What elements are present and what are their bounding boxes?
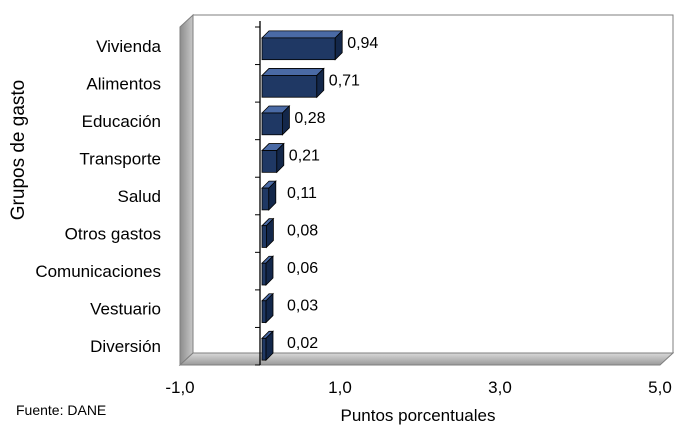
bar-end xyxy=(265,255,274,286)
category-label: Otros gastos xyxy=(65,225,161,244)
bar-end xyxy=(276,142,285,174)
y-axis-title: Grupos de gasto xyxy=(8,80,29,220)
value-labels: 0,94 0,71 0,28 0,21 0,11 0,08 0,06 0,03 0,02 xyxy=(287,35,378,352)
value-label: 0,11 xyxy=(287,185,317,202)
category-label: Vestuario xyxy=(90,300,161,319)
bar xyxy=(261,330,274,362)
bar xyxy=(261,292,274,324)
bar xyxy=(261,67,325,99)
floor xyxy=(178,352,674,366)
bar-front xyxy=(261,37,336,61)
bar-front xyxy=(261,150,278,173)
bar-end xyxy=(265,330,274,362)
x-tick-label: 5,0 xyxy=(648,378,672,397)
bar-front xyxy=(261,112,283,136)
bar-front xyxy=(261,225,267,248)
value-label: 0,03 xyxy=(287,298,318,315)
bar xyxy=(261,142,285,174)
bars xyxy=(261,29,344,362)
bar-end xyxy=(265,217,274,249)
bar-front xyxy=(261,337,267,361)
bar-top xyxy=(261,68,325,76)
category-label: Comunicaciones xyxy=(35,262,161,281)
bar-front xyxy=(261,187,270,211)
plot-area xyxy=(178,13,674,367)
value-label: 0,21 xyxy=(289,147,320,164)
category-label: Educación xyxy=(82,112,161,131)
bar-end xyxy=(334,29,343,61)
x-tick-label: 1,0 xyxy=(328,378,352,397)
category-labels: Vivienda Alimentos Educación Transporte Salu… xyxy=(35,37,161,356)
value-label: 0,94 xyxy=(347,35,378,52)
bar-end xyxy=(316,67,325,99)
bar-front xyxy=(261,262,267,286)
bar xyxy=(261,29,344,61)
value-label: 0,02 xyxy=(287,335,318,352)
bar-end xyxy=(268,180,277,211)
category-label: Alimentos xyxy=(86,74,161,93)
x-tick-label: 3,0 xyxy=(488,378,512,397)
side-wall xyxy=(179,13,194,367)
bar-end xyxy=(281,105,290,136)
x-tick-labels: -1,0 1,0 3,0 5,0 xyxy=(165,378,671,397)
bar-top xyxy=(261,30,344,39)
bar xyxy=(261,217,275,249)
value-label: 0,08 xyxy=(287,223,318,240)
bar-front xyxy=(261,75,318,98)
x-axis-title: Puntos porcentuales xyxy=(341,406,496,425)
source-note: Fuente: DANE xyxy=(16,402,106,418)
category-label: Transporte xyxy=(79,149,161,168)
value-label: 0,71 xyxy=(329,72,360,89)
bar xyxy=(261,105,291,136)
category-label: Vivienda xyxy=(96,37,161,56)
category-label: Diversión xyxy=(90,337,161,356)
value-label: 0,06 xyxy=(287,260,318,277)
bar xyxy=(261,180,277,211)
value-label: 0,28 xyxy=(294,110,325,127)
bar-end xyxy=(265,292,274,324)
category-label: Salud xyxy=(118,187,161,206)
bar-front xyxy=(261,300,267,323)
bar xyxy=(261,255,274,286)
x-tick-label: -1,0 xyxy=(165,378,194,397)
